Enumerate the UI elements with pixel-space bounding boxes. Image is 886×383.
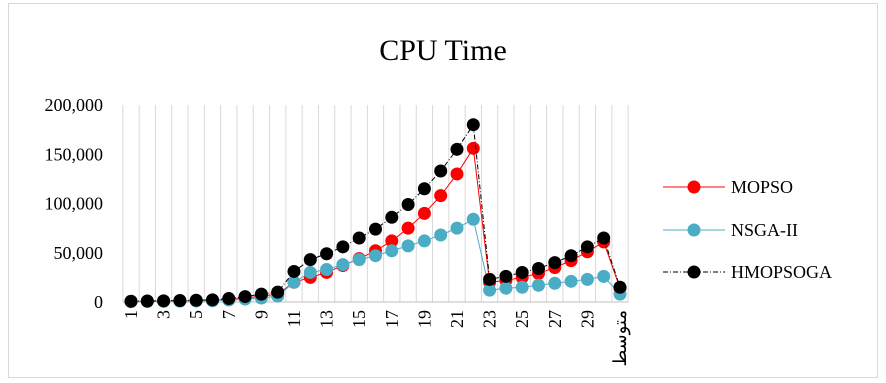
data-point — [499, 281, 513, 295]
data-point — [320, 262, 334, 276]
legend: MOPSO NSGA-II HMOPSOGA — [663, 177, 832, 282]
data-point — [401, 197, 415, 211]
data-point — [564, 249, 578, 263]
data-point — [483, 283, 497, 297]
data-point — [303, 265, 317, 279]
data-point — [352, 253, 366, 267]
x-tick-label: 3 — [154, 310, 174, 319]
data-point — [613, 280, 627, 294]
data-point — [597, 269, 611, 283]
data-point — [450, 167, 464, 181]
x-tick-label: 9 — [251, 310, 271, 319]
data-point — [385, 244, 399, 258]
legend-marker — [687, 223, 701, 237]
data-point — [417, 182, 431, 196]
data-point — [532, 278, 545, 292]
data-point — [336, 258, 350, 272]
data-point — [532, 262, 545, 276]
data-point — [564, 274, 578, 288]
y-axis: 0 50,000 100,000 150,000 200,000 — [45, 95, 104, 312]
data-point — [222, 292, 236, 306]
data-point — [271, 285, 285, 299]
series-hmopsoga — [124, 118, 627, 308]
data-point — [401, 221, 415, 235]
data-point — [580, 272, 594, 286]
data-point — [548, 276, 562, 290]
legend-label: NSGA-II — [731, 220, 798, 240]
data-point — [434, 189, 448, 203]
x-tick-label: 25 — [512, 310, 532, 328]
data-point — [417, 234, 431, 248]
x-tick-label: 17 — [382, 310, 402, 328]
x-tick-label: 19 — [414, 310, 434, 328]
data-point — [157, 294, 171, 308]
legend-marker — [687, 180, 701, 194]
grid-lines — [122, 105, 629, 302]
legend-label: HMOPSOGA — [731, 262, 832, 282]
y-tick-label: 200,000 — [45, 95, 104, 115]
data-point — [287, 264, 301, 278]
data-point — [466, 141, 480, 155]
legend-marker — [687, 265, 701, 279]
data-point — [369, 249, 382, 263]
x-tick-label: 29 — [577, 310, 597, 328]
data-point — [385, 210, 399, 224]
data-point — [466, 118, 480, 132]
data-point — [173, 294, 187, 308]
x-tick-label: متوسط — [610, 310, 631, 367]
data-point — [466, 212, 480, 226]
data-point — [434, 228, 448, 242]
y-tick-label: 150,000 — [45, 144, 104, 164]
x-tick-label: 21 — [447, 310, 467, 328]
x-tick-label: 15 — [349, 310, 369, 328]
legend-label: MOPSO — [731, 177, 793, 197]
y-tick-label: 50,000 — [54, 243, 104, 263]
data-point — [320, 247, 334, 261]
data-point — [450, 221, 464, 235]
data-point — [417, 206, 431, 220]
data-point — [515, 265, 529, 279]
x-tick-label: 23 — [480, 310, 500, 328]
x-tick-label: 11 — [284, 310, 304, 327]
x-tick-label: 7 — [219, 310, 239, 319]
y-tick-label: 0 — [94, 292, 103, 312]
data-point — [189, 293, 203, 307]
data-point — [580, 240, 594, 254]
data-point — [597, 231, 611, 245]
data-point — [434, 164, 448, 178]
data-point — [254, 287, 268, 301]
y-tick-label: 100,000 — [45, 194, 104, 214]
x-tick-label: 5 — [186, 310, 206, 319]
data-point — [483, 272, 497, 286]
x-tick-label: 13 — [317, 310, 337, 328]
data-point — [238, 290, 252, 304]
data-point — [499, 269, 513, 283]
data-point — [206, 293, 219, 307]
x-tick-label: 1 — [121, 310, 141, 319]
data-point — [369, 222, 382, 236]
series-group — [124, 118, 627, 309]
data-point — [287, 275, 301, 289]
data-point — [352, 231, 366, 245]
x-tick-label: 27 — [545, 310, 565, 328]
data-point — [450, 142, 464, 156]
data-point — [124, 294, 138, 308]
data-point — [336, 240, 350, 254]
data-point — [140, 294, 154, 308]
data-point — [401, 239, 415, 253]
data-point — [303, 253, 317, 267]
data-point — [548, 256, 562, 270]
chart-title: CPU Time — [379, 34, 507, 67]
data-point — [385, 234, 399, 248]
x-tick-labels: 1 3 5 7 9 11 13 15 17 19 21 23 25 27 29 متوسط — [121, 310, 631, 367]
data-point — [515, 280, 529, 294]
